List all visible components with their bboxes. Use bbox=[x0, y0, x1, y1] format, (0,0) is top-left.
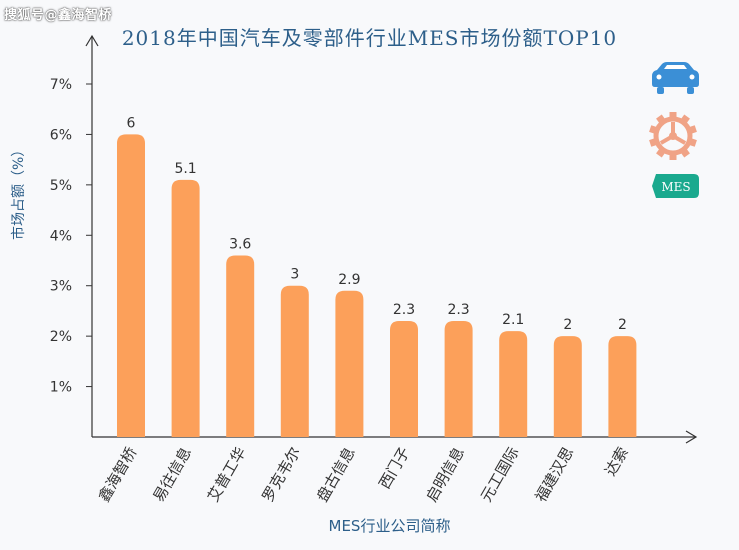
bar bbox=[117, 134, 145, 437]
car-icon bbox=[652, 62, 699, 94]
x-category-label: 元工国际 bbox=[477, 444, 523, 505]
bar-value-label: 2.3 bbox=[447, 302, 469, 318]
bar bbox=[335, 290, 364, 437]
bar-value-label: 2 bbox=[618, 317, 627, 333]
x-axis-arrow bbox=[685, 430, 698, 444]
bar bbox=[499, 331, 528, 437]
x-category-label: 达索 bbox=[601, 444, 632, 479]
watermark: 搜狐号@鑫海智桥 bbox=[4, 8, 113, 23]
bar bbox=[226, 255, 255, 437]
x-category-label: 西门子 bbox=[375, 444, 413, 492]
y-tick-label: 1% bbox=[50, 380, 72, 396]
bar bbox=[444, 321, 473, 437]
gear-icon bbox=[649, 112, 697, 160]
x-category-label: 盘古信息 bbox=[313, 444, 359, 505]
x-axis-label: MES行业公司简称 bbox=[328, 517, 451, 535]
x-category-label: 艾普工华 bbox=[204, 444, 250, 505]
bar bbox=[280, 285, 309, 437]
bar-value-label: 6 bbox=[127, 115, 136, 131]
y-tick-label: 3% bbox=[50, 279, 72, 295]
y-axis-arrow bbox=[85, 34, 99, 47]
bar bbox=[390, 321, 418, 437]
bar-value-label: 2.9 bbox=[338, 272, 360, 288]
bar bbox=[553, 336, 582, 437]
chart-title: 2018年中国汽车及零部件行业MES市场份额TOP10 bbox=[121, 26, 618, 50]
bar-value-label: 3.6 bbox=[229, 236, 251, 252]
bar-value-label: 3 bbox=[290, 267, 299, 283]
x-category-label: 福建汉思 bbox=[532, 444, 578, 505]
bar-value-label: 2 bbox=[563, 317, 572, 333]
mes-badge-icon: MES bbox=[652, 174, 699, 198]
y-tick-label: 4% bbox=[50, 228, 72, 244]
bar-value-label: 2.3 bbox=[393, 302, 415, 318]
y-tick-label: 6% bbox=[50, 127, 72, 143]
y-tick-label: 7% bbox=[50, 77, 72, 93]
mes-badge-label: MES bbox=[661, 180, 690, 194]
bar bbox=[608, 336, 637, 437]
y-tick-label: 5% bbox=[50, 178, 72, 194]
y-tick-label: 2% bbox=[50, 329, 72, 345]
x-category-label: 易往信息 bbox=[149, 444, 195, 505]
bar-value-label: 5.1 bbox=[174, 161, 196, 177]
bar-value-label: 2.1 bbox=[502, 312, 524, 328]
x-category-label: 鑫海智桥 bbox=[95, 444, 141, 505]
x-category-label: 启明信息 bbox=[422, 444, 468, 505]
bar bbox=[171, 179, 200, 438]
x-category-label: 罗克韦尔 bbox=[259, 444, 305, 505]
